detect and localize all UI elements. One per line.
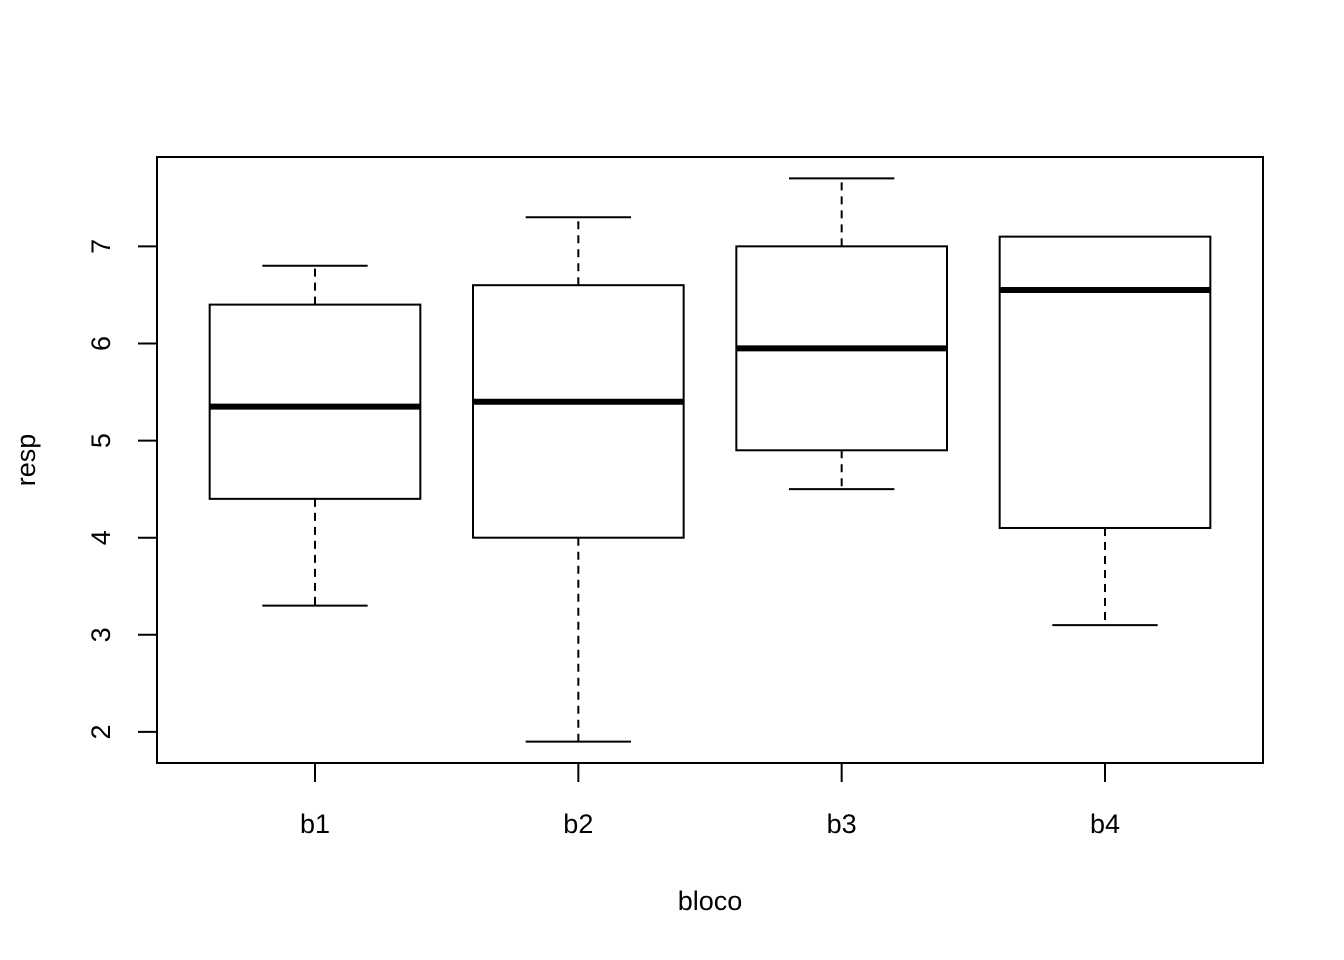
x-tick-label-b2: b2 <box>563 809 593 839</box>
box-b2 <box>472 216 685 743</box>
iqr-box <box>998 235 1212 529</box>
y-tick-label-7: 7 <box>86 239 116 254</box>
plot-frame <box>156 156 1264 764</box>
y-axis: 2 3 4 5 6 7 <box>86 239 157 739</box>
box-b4 <box>998 235 1212 627</box>
y-tick-label-3: 3 <box>86 627 116 642</box>
x-tick-label-b4: b4 <box>1090 809 1120 839</box>
y-tick-label-5: 5 <box>86 433 116 448</box>
x-axis: b1 b2 b3 b4 <box>300 763 1120 839</box>
x-tick-label-b1: b1 <box>300 809 330 839</box>
boxes <box>208 177 1212 743</box>
iqr-box <box>472 284 685 539</box>
y-tick-label-6: 6 <box>86 336 116 351</box>
box-b3 <box>735 177 948 491</box>
box-b1 <box>208 264 422 607</box>
x-axis-label: bloco <box>678 886 743 916</box>
y-tick-label-2: 2 <box>86 724 116 739</box>
x-tick-label-b3: b3 <box>827 809 857 839</box>
iqr-box <box>208 303 422 500</box>
y-tick-label-4: 4 <box>86 530 116 545</box>
y-axis-label: resp <box>11 434 41 487</box>
